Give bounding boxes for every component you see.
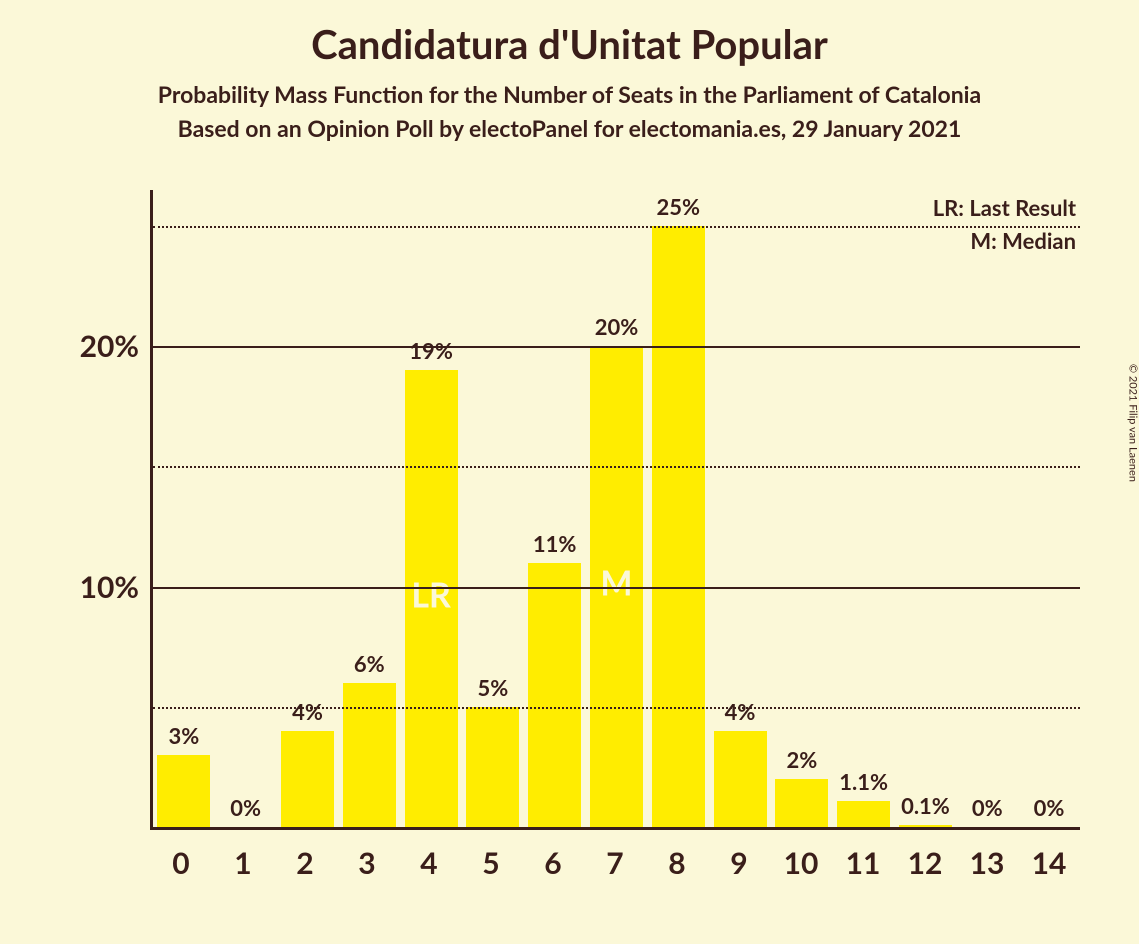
y-tick-label: 10% <box>80 569 153 605</box>
x-tick-label: 14 <box>1018 845 1080 881</box>
bar-column: 19% LR <box>400 190 462 827</box>
bar-value-label: 11% <box>533 530 577 563</box>
bar: 25% <box>652 226 705 827</box>
chart-subtitle-1: Probability Mass Function for the Number… <box>0 80 1139 108</box>
bar-column: 0% <box>956 190 1018 827</box>
y-tick-label: 20% <box>80 328 153 364</box>
bar: 6% <box>343 683 396 827</box>
bar-column: 20% M <box>586 190 648 827</box>
gridline-minor <box>153 707 1080 709</box>
bar-column: 4% <box>277 190 339 827</box>
x-tick-label: 0 <box>150 845 212 881</box>
bar: 11% <box>528 563 581 827</box>
bar-marker: LR <box>411 574 451 615</box>
bar-value-label: 0% <box>1034 794 1065 827</box>
bar-value-label: 4% <box>292 698 323 731</box>
gridline-minor <box>153 466 1080 468</box>
bar-column: 25% <box>647 190 709 827</box>
x-tick-label: 4 <box>398 845 460 881</box>
bar: 19%LR <box>405 370 458 827</box>
bar-value-label: 19% <box>409 337 453 370</box>
plot-area: LR: Last Result M: Median 3%0%4%6%19%LR5… <box>150 190 1080 830</box>
bar: 1.1% <box>837 801 890 827</box>
bar-column: 0.1% <box>895 190 957 827</box>
bar-value-label: 1.1% <box>839 768 888 801</box>
bar-column: 4% <box>709 190 771 827</box>
x-tick-label: 3 <box>336 845 398 881</box>
x-tick-label: 11 <box>832 845 894 881</box>
x-tick-label: 2 <box>274 845 336 881</box>
bar-column: 11% <box>524 190 586 827</box>
bar-value-label: 20% <box>595 313 639 346</box>
bar-value-label: 5% <box>477 674 508 707</box>
x-tick-label: 12 <box>894 845 956 881</box>
bar: 5% <box>466 707 519 827</box>
x-tick-label: 8 <box>646 845 708 881</box>
gridline-major <box>153 346 1080 348</box>
x-tick-label: 1 <box>212 845 274 881</box>
x-tick-label: 6 <box>522 845 584 881</box>
bar: 0.1% <box>899 825 952 827</box>
copyright-text: © 2021 Filip van Laenen <box>1127 364 1139 482</box>
bar-value-label: 25% <box>656 193 700 226</box>
bar: 2% <box>775 779 828 827</box>
bar: 4% <box>714 731 767 827</box>
bar-column: 6% <box>338 190 400 827</box>
bar-column: 2% <box>771 190 833 827</box>
bar: 4% <box>281 731 334 827</box>
bar-value-label: 3% <box>168 722 199 755</box>
chart: LR: Last Result M: Median 3%0%4%6%19%LR5… <box>70 190 1090 890</box>
bar-column: 5% <box>462 190 524 827</box>
x-axis-labels: 01234567891011121314 <box>150 835 1080 890</box>
x-tick-label: 9 <box>708 845 770 881</box>
bar-marker: M <box>600 562 632 603</box>
gridline-major <box>153 587 1080 589</box>
bar-value-label: 0% <box>230 794 261 827</box>
bars-container: 3%0%4%6%19%LR5%11%20%M25%4%2%1.1%0.1%0%0… <box>153 190 1080 827</box>
bar-value-label: 6% <box>354 650 385 683</box>
chart-subtitle-2: Based on an Opinion Poll by electoPanel … <box>0 114 1139 142</box>
bar-value-label: 0.1% <box>901 792 950 825</box>
x-tick-label: 7 <box>584 845 646 881</box>
gridline-minor <box>153 226 1080 228</box>
bar-column: 0% <box>215 190 277 827</box>
x-tick-label: 13 <box>956 845 1018 881</box>
bar: 3% <box>157 755 210 827</box>
x-tick-label: 10 <box>770 845 832 881</box>
bar-value-label: 0% <box>972 794 1003 827</box>
bar-value-label: 2% <box>786 746 817 779</box>
bar-column: 1.1% <box>833 190 895 827</box>
chart-title: Candidatura d'Unitat Popular <box>0 20 1139 68</box>
bar-value-label: 4% <box>725 698 756 731</box>
x-tick-label: 5 <box>460 845 522 881</box>
bar-column: 0% <box>1018 190 1080 827</box>
bar-column: 3% <box>153 190 215 827</box>
